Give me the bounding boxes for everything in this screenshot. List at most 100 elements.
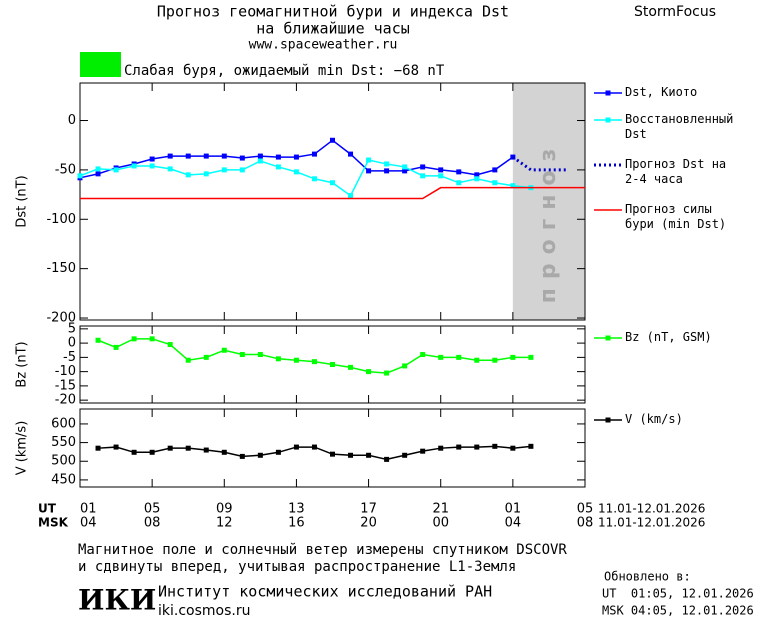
data-point (77, 173, 83, 179)
data-point (203, 171, 209, 177)
y-axis-label: Dst (nT) (15, 175, 30, 227)
data-point (402, 452, 408, 458)
data-point (384, 161, 390, 167)
data-point (510, 445, 516, 451)
y-tick-label: -20 (55, 393, 76, 408)
data-point (167, 153, 173, 159)
data-point (402, 168, 408, 174)
forecast-label: прогноз (536, 140, 561, 304)
data-point (95, 445, 101, 451)
x-tick-label-msk: 16 (288, 516, 305, 531)
institute: Институт космических исследований РАН (158, 583, 492, 601)
data-point (528, 354, 534, 360)
data-point (257, 153, 263, 159)
data-point (221, 167, 227, 173)
data-point (131, 336, 137, 342)
title: Прогноз геомагнитной бури и индекса Dst (157, 3, 509, 21)
data-point (456, 169, 462, 175)
data-point (384, 456, 390, 462)
data-point (438, 445, 444, 451)
data-point (330, 362, 335, 367)
forecast-region (512, 83, 585, 320)
data-point (311, 151, 317, 157)
data-point (257, 158, 263, 164)
data-point (348, 193, 354, 199)
data-point (330, 137, 335, 143)
plot-frame (79, 408, 586, 488)
data-point (275, 154, 281, 160)
data-point (149, 336, 155, 342)
x-tick-label: 09 (216, 502, 233, 517)
x-tick-label-msk: 04 (505, 516, 522, 531)
legend-marker (605, 90, 611, 96)
data-point (330, 180, 335, 186)
data-point (330, 451, 335, 457)
y-tick-label: 0 (68, 336, 76, 351)
data-point (366, 157, 372, 163)
data-point (311, 359, 317, 365)
data-point (293, 154, 299, 160)
data-point (131, 163, 137, 169)
data-point (348, 151, 354, 157)
data-point (474, 176, 480, 182)
data-point (131, 449, 137, 455)
x-tick-label: 05 (144, 502, 161, 517)
data-point (275, 449, 281, 455)
legend-marker (605, 335, 611, 341)
status-indicator (80, 52, 121, 77)
y-tick-label: 500 (51, 454, 76, 469)
legend-label: Прогноз Dst на 2-4 часа (625, 157, 727, 186)
date-range: 11.01-12.01.2026 (598, 502, 705, 516)
data-point (420, 164, 426, 170)
data-point (348, 452, 354, 458)
subtitle: на ближайшие часы (256, 20, 410, 38)
y-tick-label: -100 (46, 212, 76, 227)
data-point (167, 342, 173, 348)
y-tick-label: 450 (51, 472, 76, 487)
data-point (402, 363, 408, 369)
data-point (239, 453, 245, 459)
data-point (149, 163, 155, 169)
data-point (221, 153, 227, 159)
data-point (275, 164, 281, 170)
institute-url: iki.cosmos.ru (158, 603, 250, 619)
data-point (239, 352, 245, 358)
y-tick-label: -10 (55, 364, 76, 379)
status-text: Слабая буря, ожидаемый min Dst: −68 nT (124, 63, 445, 79)
data-point (221, 347, 227, 353)
series-line (80, 186, 585, 200)
data-point (95, 337, 101, 343)
y-tick-label: 0 (68, 113, 76, 128)
data-point (293, 444, 299, 450)
data-point (239, 155, 245, 161)
data-point (384, 168, 390, 174)
data-point (510, 183, 516, 189)
data-point (456, 180, 462, 186)
data-point (167, 166, 173, 172)
data-point (257, 452, 263, 458)
x-tick-label: 17 (360, 502, 377, 517)
data-point (149, 156, 155, 162)
data-point (311, 176, 317, 182)
data-point (528, 443, 534, 449)
legend-label: Прогноз силы бури (min Dst) (625, 202, 727, 231)
data-point (366, 369, 372, 375)
footer-note: Магнитное поле и солнечный ветер измерен… (78, 542, 567, 558)
data-point (438, 354, 444, 360)
x-tick-label: 01 (80, 502, 97, 517)
x-tick-label: 21 (432, 502, 449, 517)
data-point (402, 164, 408, 170)
data-point (474, 357, 480, 363)
data-point (293, 357, 299, 363)
data-point (275, 356, 281, 362)
legend-label: Восстановленный Dst (625, 112, 734, 141)
x-tick-label-msk: 00 (432, 516, 449, 531)
data-point (420, 448, 426, 454)
y-tick-label: 600 (51, 416, 76, 431)
data-point (203, 447, 209, 453)
x-tick-label-msk: 20 (360, 516, 377, 531)
data-point (366, 168, 372, 174)
x-tick-label-msk: 12 (216, 516, 233, 531)
